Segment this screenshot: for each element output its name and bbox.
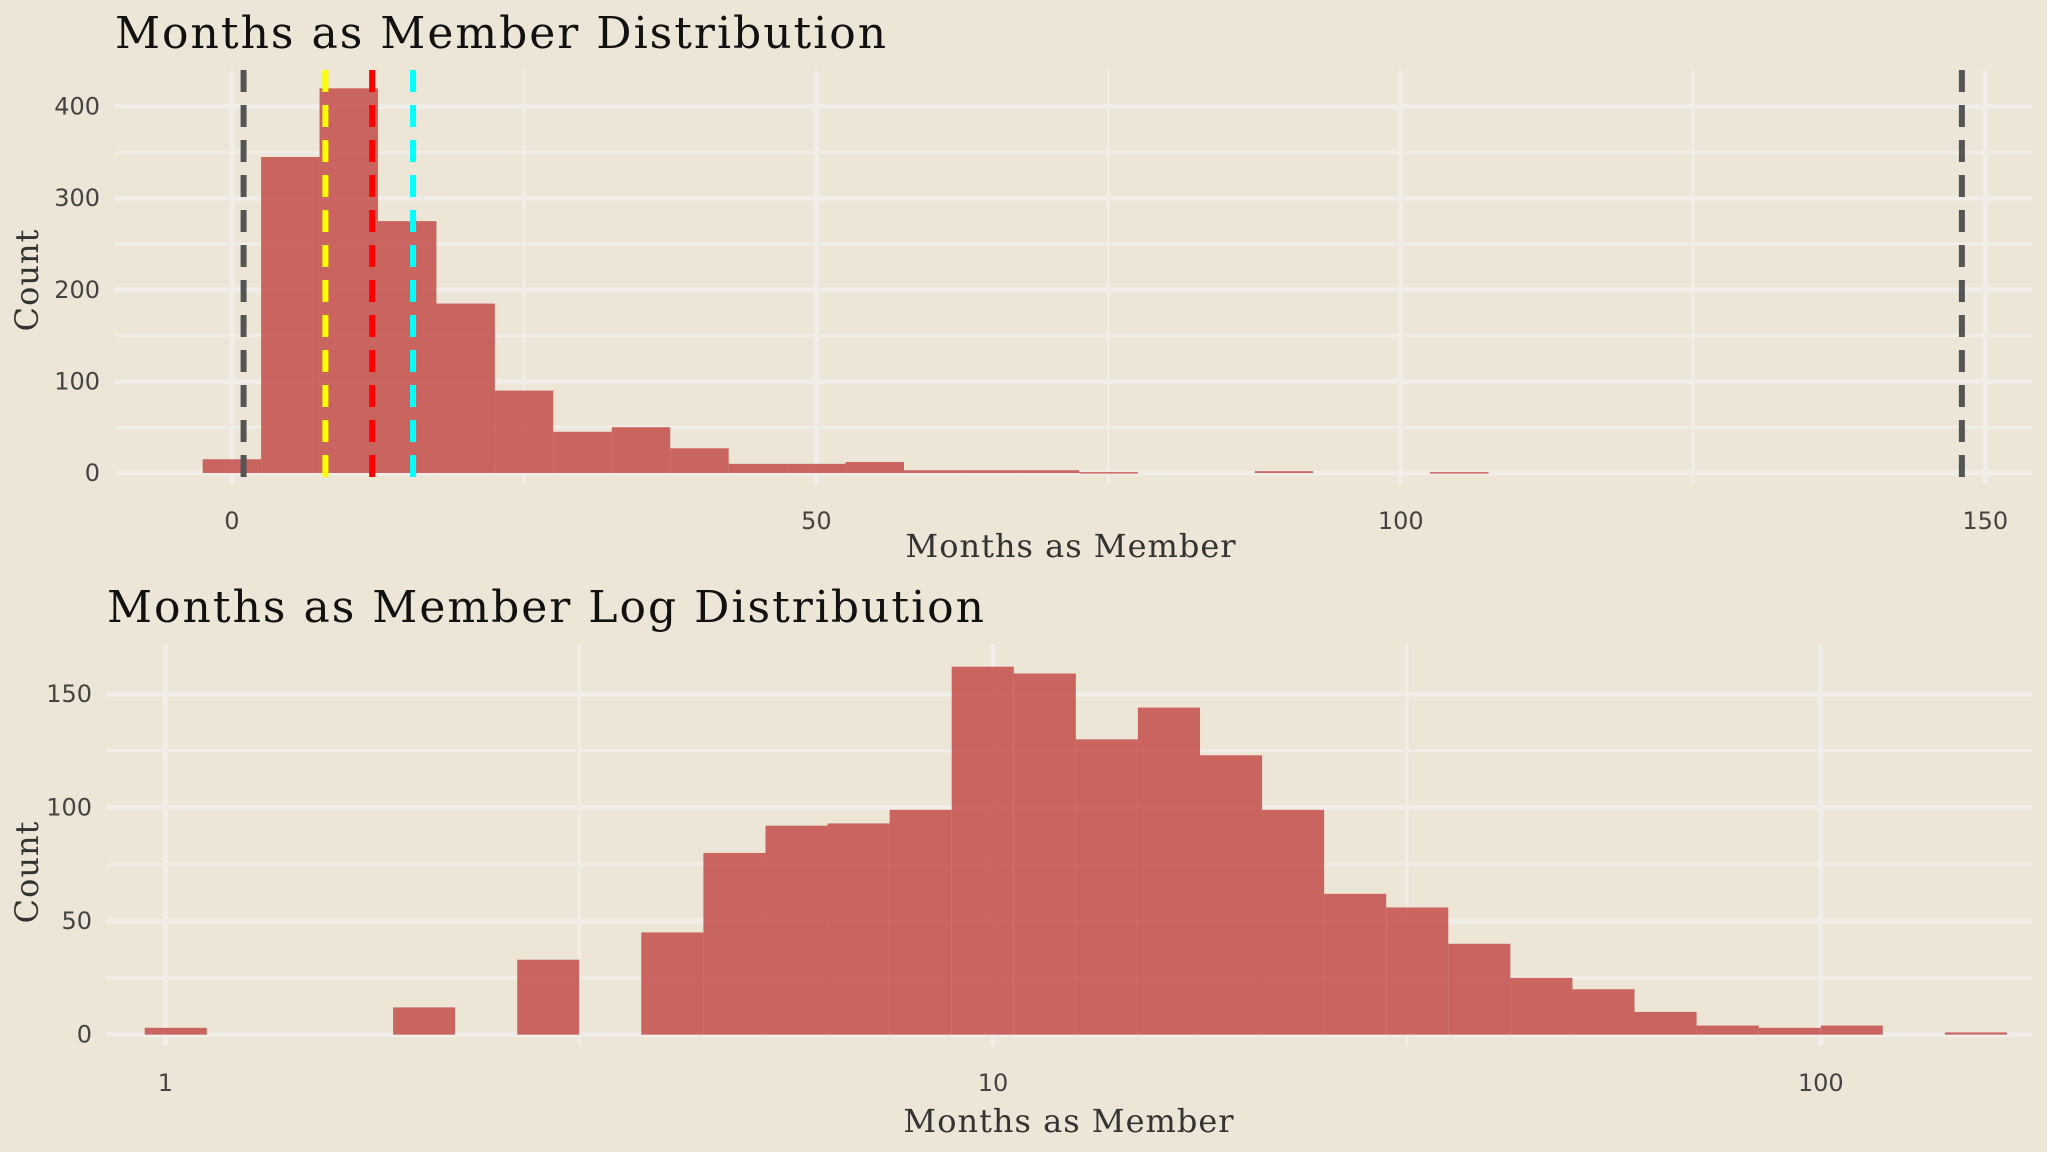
- y-axis-title: Count: [8, 229, 46, 332]
- histogram-bar: [1430, 472, 1489, 474]
- histogram-bar: [641, 932, 704, 1035]
- x-tick-label: 100: [1798, 1069, 1844, 1097]
- histogram-bar: [670, 448, 729, 474]
- x-tick-label: 1: [158, 1069, 173, 1097]
- histogram-bar: [144, 1027, 207, 1035]
- histogram-bar: [904, 470, 963, 474]
- histogram-bar: [827, 823, 890, 1035]
- histogram-bar: [787, 463, 846, 474]
- histogram-bar: [845, 462, 905, 474]
- histogram-bar: [1079, 472, 1138, 474]
- y-tick-label: 0: [77, 1021, 92, 1049]
- x-tick-label: 50: [801, 507, 832, 535]
- histogram-bar: [1944, 1032, 2007, 1035]
- months-distribution-chart: Months as Member Distribution 0 50 100 150 …: [8, 8, 2032, 565]
- x-tick-labels: 0 50 100 150: [224, 507, 2008, 535]
- y-tick-labels: 0 50 100 150: [46, 680, 92, 1049]
- months-log-distribution-chart: Months as Member Log Distribution 1 10 100…: [8, 582, 2032, 1140]
- histogram-bar: [1758, 1027, 1821, 1035]
- histogram-bar: [393, 1007, 456, 1035]
- histogram-bar: [611, 427, 671, 474]
- histogram-bar: [1572, 989, 1635, 1035]
- chart-title: Months as Member Distribution: [115, 8, 888, 59]
- y-tick-label: 200: [54, 276, 100, 304]
- bars: [202, 88, 1489, 474]
- histogram-bar: [1696, 1025, 1759, 1035]
- y-tick-label: 100: [46, 794, 92, 822]
- histogram-bar: [1262, 809, 1325, 1035]
- histogram-bar: [1254, 471, 1314, 474]
- histogram-bar: [1137, 707, 1200, 1035]
- histogram-bar: [1510, 977, 1573, 1035]
- histogram-bar: [962, 470, 1021, 474]
- histogram-bar: [765, 825, 828, 1035]
- x-tick-label: 10: [978, 1069, 1009, 1097]
- x-axis-title: Months as Member: [905, 527, 1236, 565]
- x-tick-label: 0: [224, 507, 239, 535]
- histogram-bar: [1013, 673, 1076, 1035]
- histogram-bar: [889, 809, 952, 1035]
- histogram-bar: [378, 221, 437, 474]
- histogram-bar: [517, 959, 580, 1035]
- y-tick-labels: 0 100 200 300 400: [54, 93, 100, 487]
- y-tick-label: 150: [46, 680, 92, 708]
- histogram-bar: [1820, 1025, 1883, 1035]
- x-tick-label: 150: [1962, 507, 2008, 535]
- histogram-bar: [728, 463, 788, 474]
- x-tick-label: 100: [1378, 507, 1424, 535]
- histogram-bar: [1386, 907, 1449, 1035]
- x-tick-labels: 1 10 100: [158, 1069, 1844, 1097]
- histogram-bar: [1075, 739, 1138, 1035]
- y-tick-label: 100: [54, 367, 100, 395]
- y-tick-label: 0: [85, 459, 100, 487]
- x-axis-title: Months as Member: [903, 1102, 1234, 1140]
- histogram-bar: [1199, 755, 1263, 1035]
- histogram-bar: [202, 459, 262, 474]
- histogram-bar: [261, 157, 320, 474]
- y-tick-label: 300: [54, 184, 100, 212]
- histogram-bar: [951, 666, 1014, 1035]
- bars: [144, 666, 2007, 1035]
- histogram-bar: [319, 88, 379, 474]
- y-tick-label: 400: [54, 93, 100, 121]
- histogram-bar: [1324, 893, 1387, 1035]
- histogram-bar: [494, 390, 554, 474]
- histogram-bar: [1020, 470, 1080, 474]
- y-axis-title: Count: [8, 821, 46, 924]
- histogram-bar: [1448, 943, 1511, 1035]
- histogram-bar: [436, 303, 495, 474]
- histogram-bar: [1634, 1011, 1697, 1035]
- histogram-bar: [703, 852, 766, 1035]
- y-tick-label: 50: [61, 907, 92, 935]
- histogram-bar: [553, 431, 612, 474]
- chart-title: Months as Member Log Distribution: [107, 582, 986, 633]
